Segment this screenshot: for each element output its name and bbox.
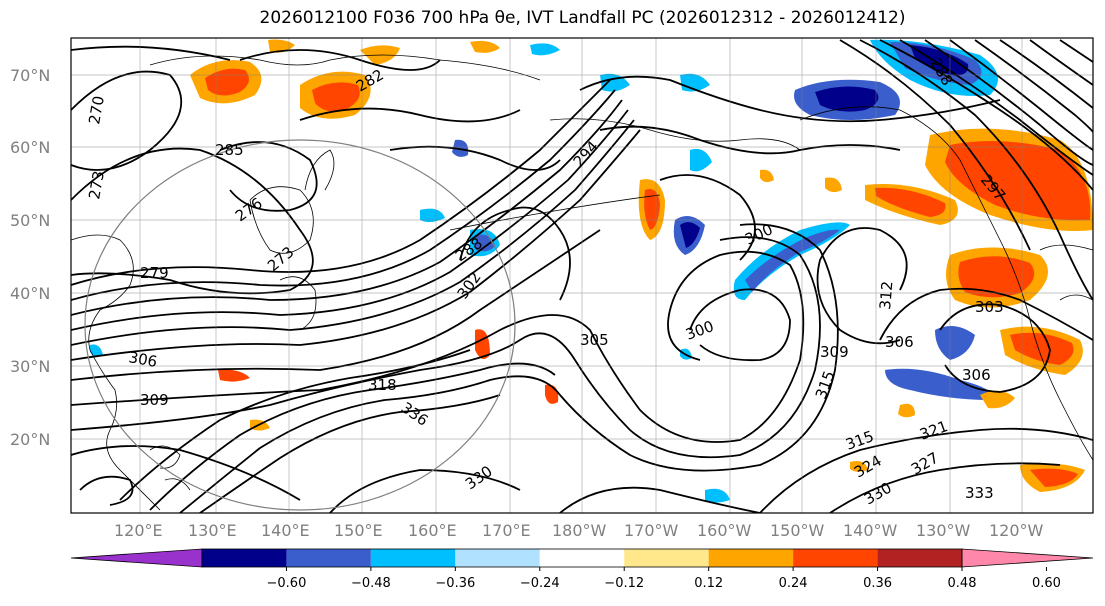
coastlines (71, 54, 1093, 511)
colorbar-tick-label: −0.12 (604, 576, 644, 591)
lon-label: 150°W (770, 521, 825, 540)
lon-label: 130°E (188, 521, 237, 540)
colorbar-segment (877, 549, 962, 567)
lon-label: 140°E (261, 521, 310, 540)
lon-label: 160°W (697, 521, 752, 540)
contour-label: 333 (965, 484, 994, 502)
lon-label: 120°E (114, 521, 163, 540)
lat-label-70n: 70°N (10, 66, 50, 85)
contour-label: 309 (140, 391, 169, 409)
colorbar-tick-label: 0.36 (863, 576, 892, 591)
theta-e-contours (71, 39, 1093, 513)
longitude-labels: 120°E 130°E 140°E 150°E 160°E 170°E 180°… (114, 521, 1044, 540)
colorbar: −0.60 −0.48 −0.36 −0.24 −0.12 0.12 0.24 0.36 0.4… (70, 548, 1094, 591)
colorbar-extend-low (70, 548, 203, 568)
lon-label: 160°E (408, 521, 457, 540)
latitude-labels: 70°N 60°N 50°N 40°N 30°N 20°N (10, 66, 50, 449)
contour-label: 306 (885, 333, 914, 351)
lon-label: 150°E (334, 521, 383, 540)
contour-label: 309 (820, 343, 849, 361)
contour-label: 306 (962, 366, 991, 384)
colorbar-segment (202, 549, 287, 567)
colorbar-segment (286, 549, 371, 567)
lon-label: 170°E (482, 521, 531, 540)
colorbar-segment (624, 549, 709, 567)
plot-frame (70, 37, 1094, 514)
lon-label: 180°W (552, 521, 607, 540)
colorbar-segment (793, 549, 878, 567)
contour-label: 306 (127, 348, 158, 371)
lat-label-20n: 20°N (10, 430, 50, 449)
colorbar-tick-label: 0.24 (779, 576, 808, 591)
colorbar-tick-label: −0.36 (435, 576, 475, 591)
range-ring (84, 139, 516, 511)
gridlines (71, 38, 1093, 513)
colorbar-extend-high (961, 548, 1094, 568)
lat-label-30n: 30°N (10, 357, 50, 376)
lat-label-40n: 40°N (10, 284, 50, 303)
map-title: 2026012100 F036 700 hPa θe, IVT Landfall… (259, 8, 906, 28)
contour-label: 303 (975, 298, 1004, 316)
lon-label: 170°W (624, 521, 679, 540)
colorbar-segment (370, 549, 456, 567)
colorbar-tick-label: 0.12 (694, 576, 723, 591)
colorbar-tick-label: 0.48 (948, 576, 977, 591)
colorbar-tick-label: −0.24 (520, 576, 560, 591)
contour-label: 312 (876, 280, 896, 310)
contour-label: 273 (85, 169, 108, 200)
colorbar-outline (201, 548, 963, 568)
contour-label: 305 (580, 331, 609, 349)
colorbar-tick-label: −0.48 (351, 576, 391, 591)
colorbar-segment (455, 549, 540, 567)
lat-label-60n: 60°N (10, 138, 50, 157)
contour-label: 318 (368, 376, 397, 394)
contour-label: 279 (140, 264, 169, 282)
colorbar-tick-label: 0.60 (1032, 576, 1061, 591)
colorbar-segment (708, 549, 794, 567)
lon-label: 130°W (916, 521, 971, 540)
lon-label: 120°W (989, 521, 1044, 540)
colorbar-segment (539, 549, 625, 567)
contour-label: 285 (215, 141, 244, 159)
contour-label: 270 (85, 94, 108, 125)
colorbar-tick-label: −0.60 (267, 576, 307, 591)
lon-label: 140°W (843, 521, 898, 540)
lat-label-50n: 50°N (10, 211, 50, 230)
